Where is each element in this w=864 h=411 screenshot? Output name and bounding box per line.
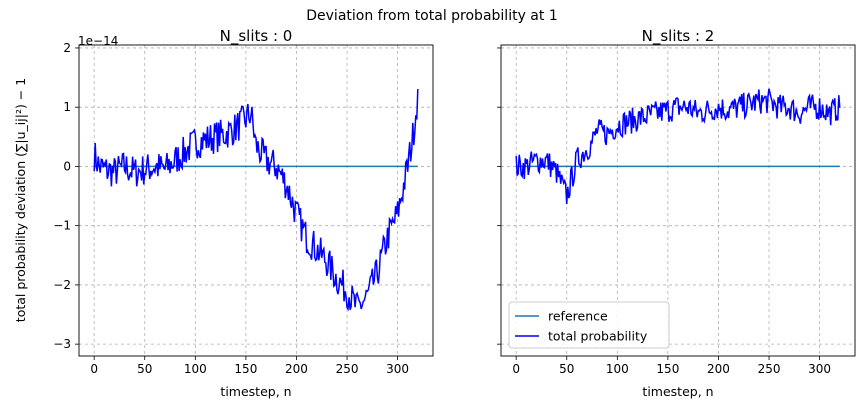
right-axes-frame — [500, 44, 856, 357]
y-offset-text: 1e−14 — [78, 34, 119, 48]
left-x-tick-label: 50 — [137, 362, 152, 376]
right-plot-title: N_slits : 2 — [641, 27, 715, 45]
left-y-tick-label: −2 — [53, 278, 71, 292]
left-x-tick-label: 300 — [386, 362, 409, 376]
right-series-total-probability — [515, 88, 841, 205]
y-axis-label-formula: (∑|u_ij|²) − 1 — [13, 77, 28, 157]
y-axis-label-text: total probability deviation — [13, 160, 28, 323]
left-y-tick-label: 1 — [63, 100, 71, 114]
left-x-tick-label: 0 — [90, 362, 98, 376]
left-x-tick-label: 200 — [285, 362, 308, 376]
left-x-axis-label: timestep, n — [220, 384, 292, 399]
y-axis-label: total probability deviation (∑|u_ij|²) −… — [13, 78, 28, 322]
right-x-axis-label: timestep, n — [642, 384, 714, 399]
right-x-tick-label: 0 — [512, 362, 520, 376]
left-y-tick-label: 0 — [63, 159, 71, 173]
left-series-total-probability — [93, 88, 419, 312]
legend-label-reference: reference — [548, 309, 608, 324]
left-x-tick-label: 150 — [234, 362, 257, 376]
right-x-tick-label: 250 — [758, 362, 781, 376]
right-x-tick-label: 100 — [606, 362, 629, 376]
legend-label-total-probability: total probability — [548, 329, 648, 344]
left-x-tick-label: 250 — [336, 362, 359, 376]
left-x-tick-label: 100 — [184, 362, 207, 376]
right-x-tick-label: 200 — [707, 362, 730, 376]
left-y-tick-label: −3 — [53, 337, 71, 351]
left-axes-frame — [78, 44, 434, 357]
figure-suptitle: Deviation from total probability at 1 — [306, 8, 558, 24]
left-y-tick-label: −1 — [53, 219, 71, 233]
legend-box — [508, 301, 670, 349]
left-plot-title: N_slits : 0 — [219, 27, 293, 45]
right-x-tick-label: 300 — [808, 362, 831, 376]
left-y-tick-label: 2 — [63, 41, 71, 55]
right-x-tick-label: 50 — [559, 362, 574, 376]
right-x-tick-label: 150 — [656, 362, 679, 376]
